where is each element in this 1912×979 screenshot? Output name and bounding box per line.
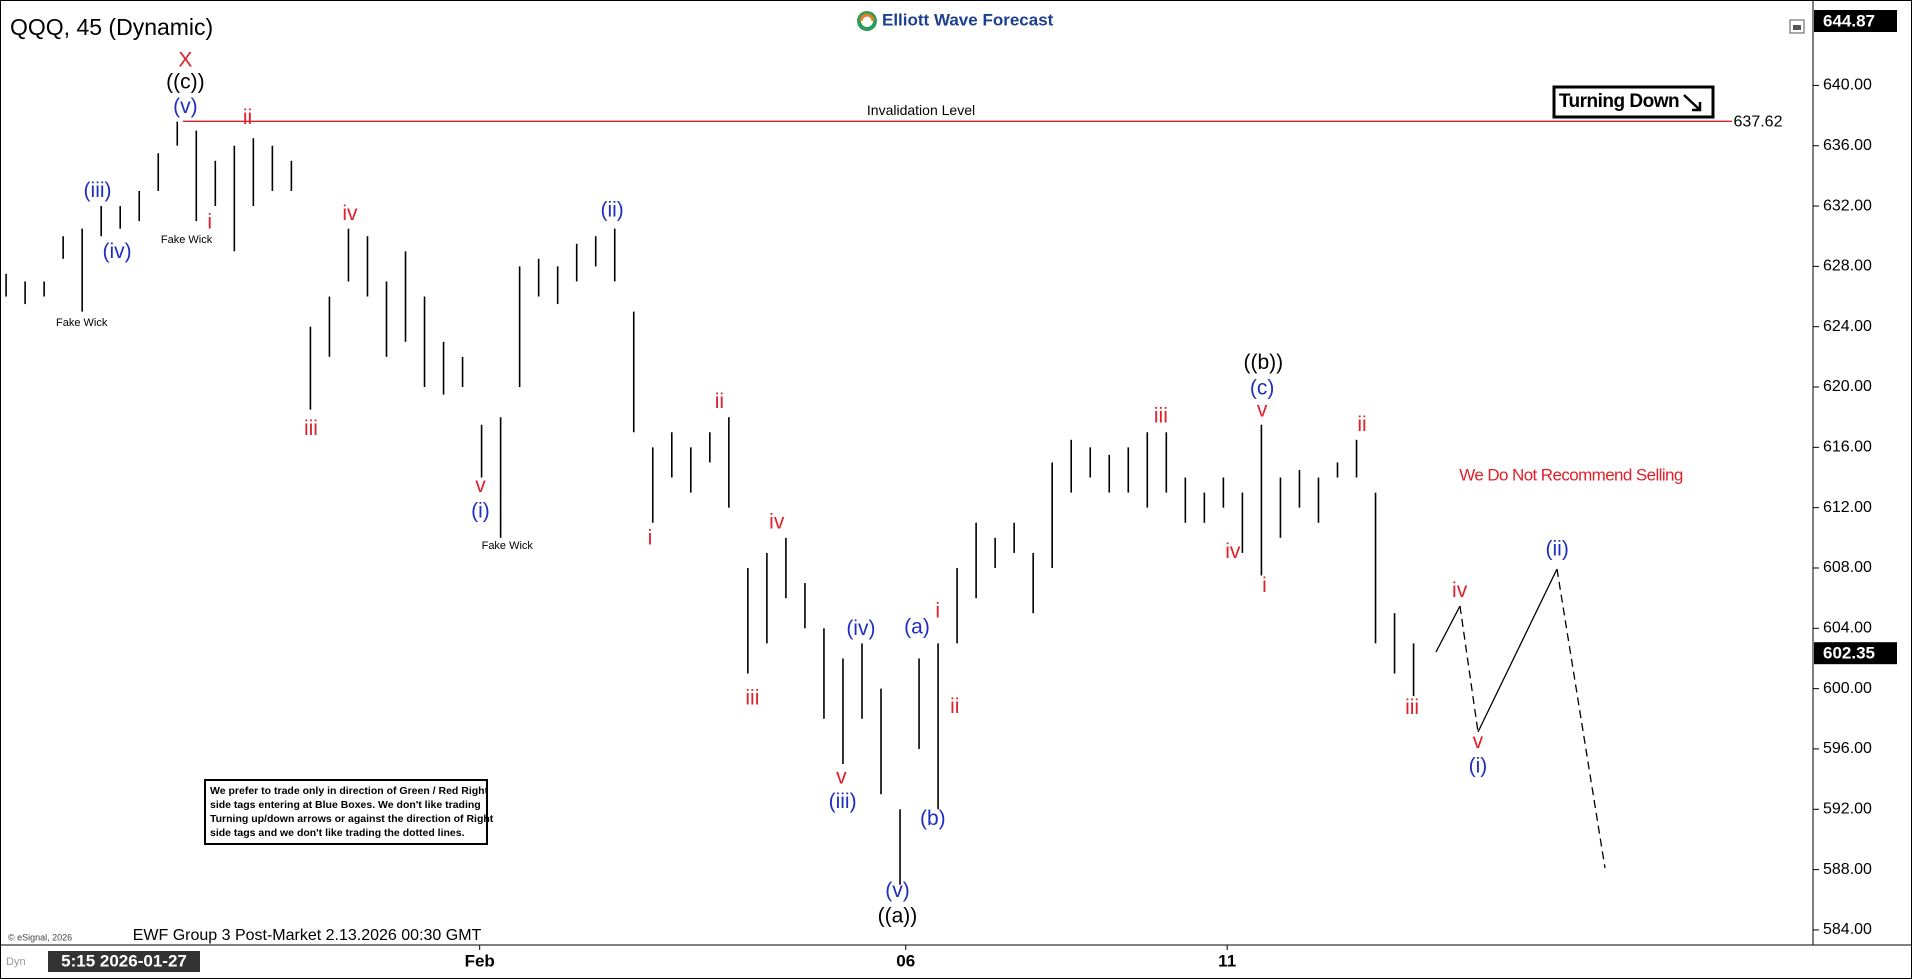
wave-label: i <box>1262 574 1267 597</box>
y-tick-label: 612.00 <box>1823 499 1872 516</box>
wave-label: ii <box>243 106 252 129</box>
wave-label: ((a)) <box>878 905 918 928</box>
wave-label: iv <box>1452 579 1468 602</box>
wave-label: i <box>207 211 212 234</box>
fake-wick-label: Fake Wick <box>56 317 108 329</box>
x-tick-label: 06 <box>896 951 915 970</box>
last-price-label: 602.35 <box>1823 644 1875 663</box>
top-price-label: 644.87 <box>1823 11 1875 30</box>
mode: Dyn <box>6 956 26 968</box>
wave-label: (c) <box>1250 377 1275 400</box>
copyright: © eSignal, 2026 <box>8 932 72 942</box>
wave-label: iii <box>304 417 318 440</box>
wave-label: i <box>648 527 653 550</box>
footer: EWF Group 3 Post-Market 2.13.2026 00:30 … <box>133 927 482 944</box>
wave-label: iii <box>1154 405 1168 428</box>
projection-segment <box>1556 568 1606 869</box>
y-tick-label: 628.00 <box>1823 258 1872 275</box>
wave-label: iv <box>1225 540 1241 563</box>
wave-label: ii <box>1357 413 1366 436</box>
y-tick-label: 620.00 <box>1823 378 1872 395</box>
disclaimer-box <box>204 779 488 845</box>
fake-wick-label: Fake Wick <box>482 540 534 552</box>
recommendation: We Do Not Recommend Selling <box>1459 465 1683 484</box>
wave-label: (ii) <box>1546 537 1569 560</box>
wave-label: ii <box>715 390 724 413</box>
wave-label: v <box>1473 730 1484 753</box>
wave-label: iii <box>1405 696 1419 719</box>
last-price-box <box>1814 642 1897 665</box>
y-tick-label: 588.00 <box>1823 861 1872 878</box>
wave-label: (b) <box>920 807 946 830</box>
wave-label: iii <box>745 686 759 709</box>
wave-label: (v) <box>173 95 198 118</box>
y-tick-label: 636.00 <box>1823 137 1872 154</box>
disclaimer-line: We prefer to trade only in direction of … <box>210 785 489 797</box>
disclaimer-line: Turning up/down arrows or against the di… <box>210 813 494 825</box>
wave-label: v <box>1257 398 1268 421</box>
cursor-time-box <box>48 951 200 972</box>
wave-label: (iv) <box>846 617 875 640</box>
disclaimer-line: side tags entering at Blue Boxes. We don… <box>210 799 481 811</box>
wave-label: v <box>475 474 486 497</box>
wave-label: i <box>935 600 940 623</box>
wave-label: (v) <box>885 879 910 902</box>
wave-label: (i) <box>1469 755 1488 778</box>
window-icon[interactable] <box>1789 19 1805 34</box>
y-tick-label: 600.00 <box>1823 680 1872 697</box>
y-tick-label: 640.00 <box>1823 77 1872 94</box>
chart-title: QQQ, 45 (Dynamic) <box>10 14 213 40</box>
window-icon-inner <box>1793 25 1801 30</box>
y-tick-label: 584.00 <box>1823 921 1872 938</box>
wave-label: (iv) <box>102 240 131 263</box>
invalidation-value: 637.62 <box>1734 114 1783 131</box>
top-price-box <box>1814 10 1897 32</box>
y-tick-label: 608.00 <box>1823 559 1872 576</box>
wave-label: (ii) <box>600 199 623 222</box>
x-tick-label: Feb <box>465 951 495 970</box>
wave-label: iv <box>342 202 358 225</box>
wave-label: X <box>178 49 192 72</box>
wave-label: iv <box>769 511 785 534</box>
turning-down-tag: Turning Down <box>1552 85 1715 119</box>
disclaimer: We prefer to trade only in direction of … <box>210 785 494 839</box>
wave-label: v <box>836 766 847 789</box>
projection-segment <box>1477 568 1558 733</box>
y-tick-label: 616.00 <box>1823 439 1872 456</box>
wave-label: ((c)) <box>166 70 204 93</box>
y-tick-label: 592.00 <box>1823 800 1872 817</box>
y-tick-label: 596.00 <box>1823 740 1872 757</box>
wave-label: (iii) <box>84 179 112 202</box>
projection-segment <box>1435 605 1461 653</box>
cursor-time: 5:15 2026-01-27 <box>61 951 187 970</box>
disclaimer-line: side tags and we don't like trading the … <box>210 827 465 839</box>
wave-label: (i) <box>471 500 490 523</box>
tag-text: Turning Down <box>1559 91 1679 112</box>
projection <box>1435 568 1606 869</box>
fake-wick-label: Fake Wick <box>161 234 213 246</box>
y-tick-label: 632.00 <box>1823 197 1872 214</box>
y-tick-label: 604.00 <box>1823 620 1872 637</box>
invalidation-label: Invalidation Level <box>867 102 975 118</box>
brand: Elliott Wave Forecast <box>882 10 1054 29</box>
wave-label: (a) <box>904 616 930 639</box>
wave-label: ((b)) <box>1243 351 1283 374</box>
wave-label: (iii) <box>829 790 857 813</box>
projection-segment <box>1459 605 1479 733</box>
y-tick-label: 624.00 <box>1823 318 1872 335</box>
logo: Elliott Wave Forecast <box>857 10 1054 31</box>
wave-label: ii <box>950 695 959 718</box>
x-tick-label: 11 <box>1218 951 1236 970</box>
